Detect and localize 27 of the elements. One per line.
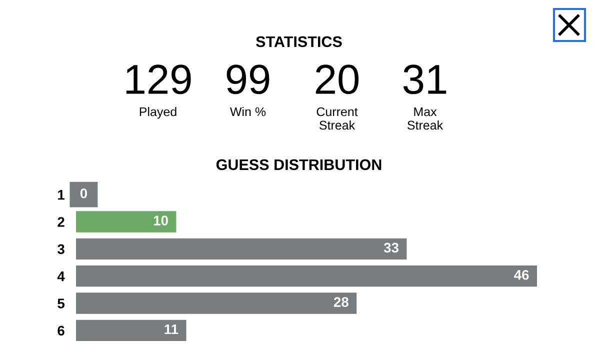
bar: [76, 211, 176, 232]
data-label: 0: [80, 188, 88, 198]
y-tick-label: 2: [58, 217, 64, 227]
data-label: 10: [154, 216, 168, 226]
data-label: 99: [226, 64, 270, 94]
category-label: Max Streak: [408, 107, 444, 130]
chart-title: GUESS DISTRIBUTION: [216, 159, 382, 170]
y-tick-label: 4: [57, 272, 65, 282]
bar: [76, 238, 407, 260]
data-label: 129: [126, 64, 191, 94]
category-label: Current Streak: [316, 107, 358, 130]
data-label: 20: [316, 64, 359, 94]
text: STATISTICS: [256, 36, 342, 48]
bar: [76, 320, 186, 342]
y-tick-label: 1: [58, 190, 65, 200]
y-tick-label: 5: [58, 298, 65, 308]
category-label: Played: [140, 107, 176, 119]
data-label: 31: [403, 64, 446, 94]
y-tick-label: 6: [58, 326, 64, 336]
bar: [76, 265, 537, 287]
data-label: 46: [514, 270, 529, 280]
data-label: 28: [334, 297, 348, 307]
data-label: 33: [384, 242, 398, 253]
y-tick-label: 3: [57, 244, 64, 254]
bar: [76, 292, 357, 314]
category-label: Win %: [230, 107, 266, 116]
data-label: 11: [164, 324, 178, 334]
